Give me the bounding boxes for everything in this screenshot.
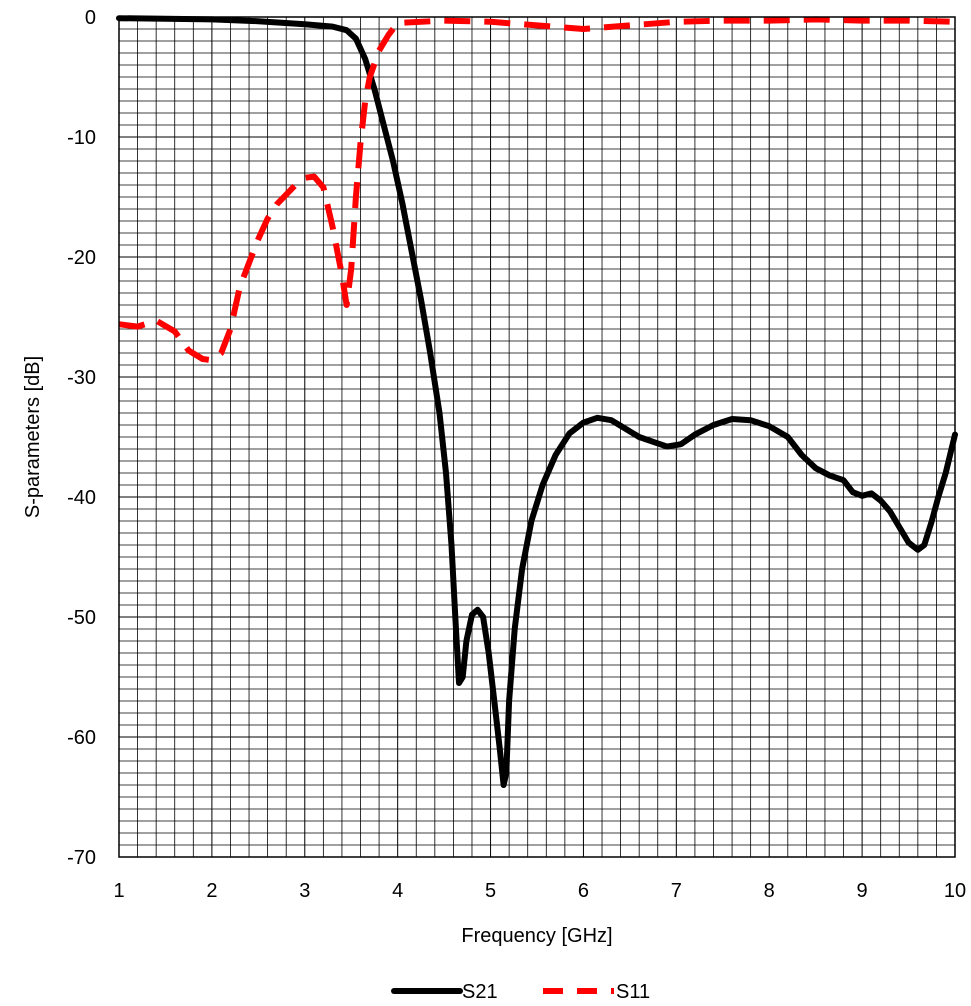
x-tick-label: 3 — [299, 880, 310, 902]
series-line-s21 — [119, 18, 955, 785]
x-tick-label: 8 — [764, 880, 775, 902]
y-tick-label: -40 — [67, 487, 96, 509]
y-tick-label: -20 — [67, 247, 96, 269]
legend-label-s21: S21 — [462, 981, 498, 1003]
legend: S21 S11 — [394, 981, 650, 1003]
x-tick-label: 5 — [485, 880, 496, 902]
x-tick-label: 2 — [206, 880, 217, 902]
x-tick-label: 4 — [392, 880, 403, 902]
x-tick-label: 1 — [113, 880, 124, 902]
x-tick-label: 6 — [578, 880, 589, 902]
y-tick-label: 0 — [85, 7, 96, 29]
legend-label-s11: S11 — [616, 981, 650, 1003]
series-layer — [119, 18, 955, 785]
y-tick-labels: 0 -10 -20 -30 -40 -50 -60 -70 — [67, 7, 96, 869]
y-axis-label: S-parameters [dB] — [22, 356, 44, 518]
x-axis-label: Frequency [GHz] — [461, 925, 612, 947]
x-tick-label: 7 — [671, 880, 682, 902]
x-tick-label: 9 — [857, 880, 868, 902]
x-tick-labels: 1 2 3 4 5 6 7 8 9 10 — [113, 880, 966, 902]
grid-lines — [119, 17, 955, 857]
y-tick-label: -50 — [67, 607, 96, 629]
series-line-s11 — [119, 19, 955, 360]
x-tick-label: 10 — [944, 880, 966, 902]
y-tick-label: -30 — [67, 367, 96, 389]
y-tick-label: -10 — [67, 127, 96, 149]
y-tick-label: -70 — [67, 847, 96, 869]
y-tick-label: -60 — [67, 727, 96, 749]
